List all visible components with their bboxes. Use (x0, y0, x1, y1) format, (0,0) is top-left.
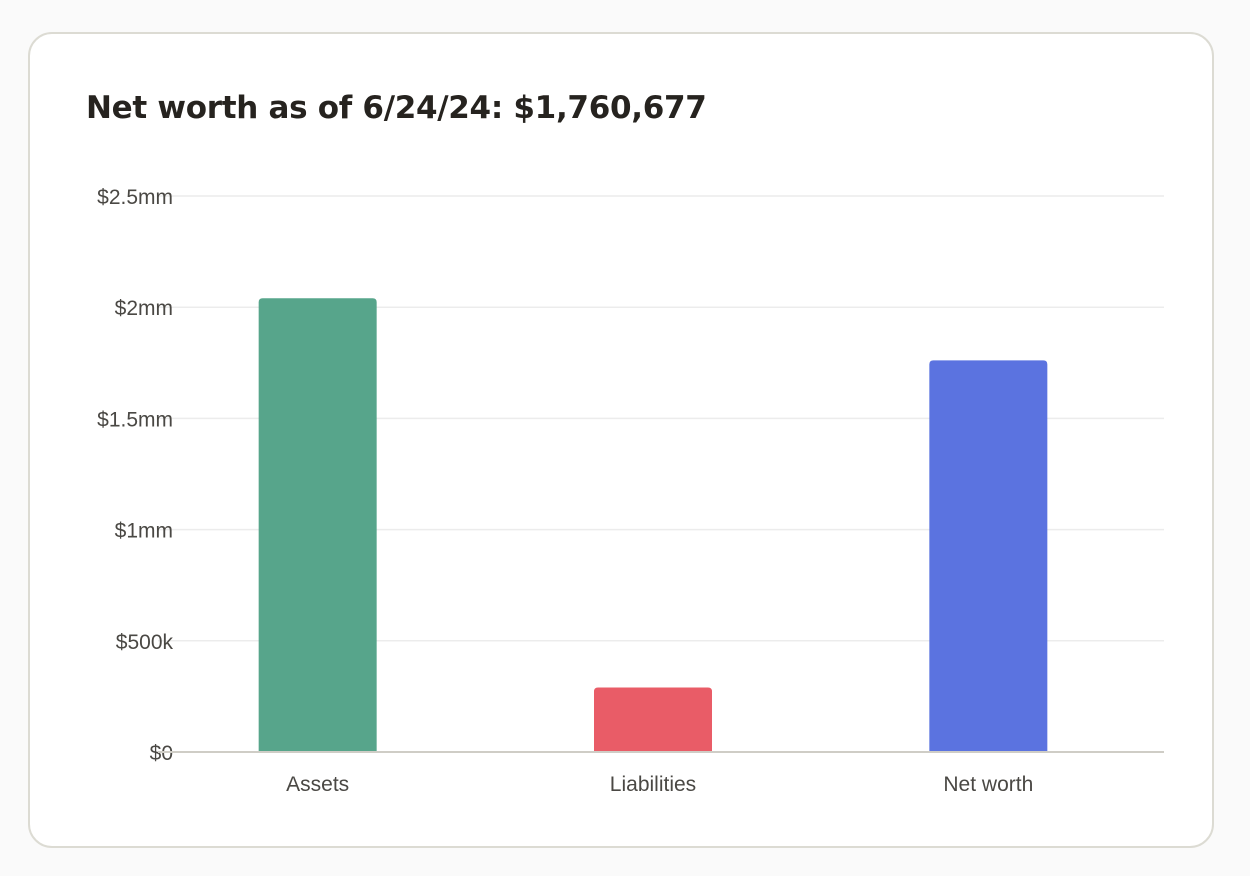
y-tick-label: $2mm (115, 297, 173, 320)
y-tick-label: $2.5mm (97, 186, 173, 209)
x-tick-label: Net worth (943, 773, 1033, 796)
chart-title: Net worth as of 6/24/24: $1,760,677 (86, 90, 707, 126)
bars (258, 298, 1048, 752)
y-tick-label: $1.5mm (97, 408, 173, 431)
x-tick-label: Assets (286, 773, 349, 796)
bar-chart: $0 $500k $1mm $1.5mm $2mm $2.5mm Assets Liabil… (97, 186, 1164, 796)
chart-card: Net worth as of 6/24/24: $1,760,677 $0 $5… (28, 32, 1214, 848)
bar-assets[interactable] (258, 298, 377, 752)
y-tick-label: $1mm (115, 520, 173, 543)
y-axis-labels: $0 $500k $1mm $1.5mm $2mm $2.5mm (97, 186, 173, 765)
y-tick-label: $0 (150, 742, 173, 765)
x-tick-label: Liabilities (610, 773, 696, 796)
y-tick-label: $500k (116, 631, 174, 654)
bar-net-worth[interactable] (929, 360, 1048, 752)
x-axis-labels: Assets Liabilities Net worth (286, 773, 1033, 796)
bar-liabilities[interactable] (594, 687, 712, 752)
